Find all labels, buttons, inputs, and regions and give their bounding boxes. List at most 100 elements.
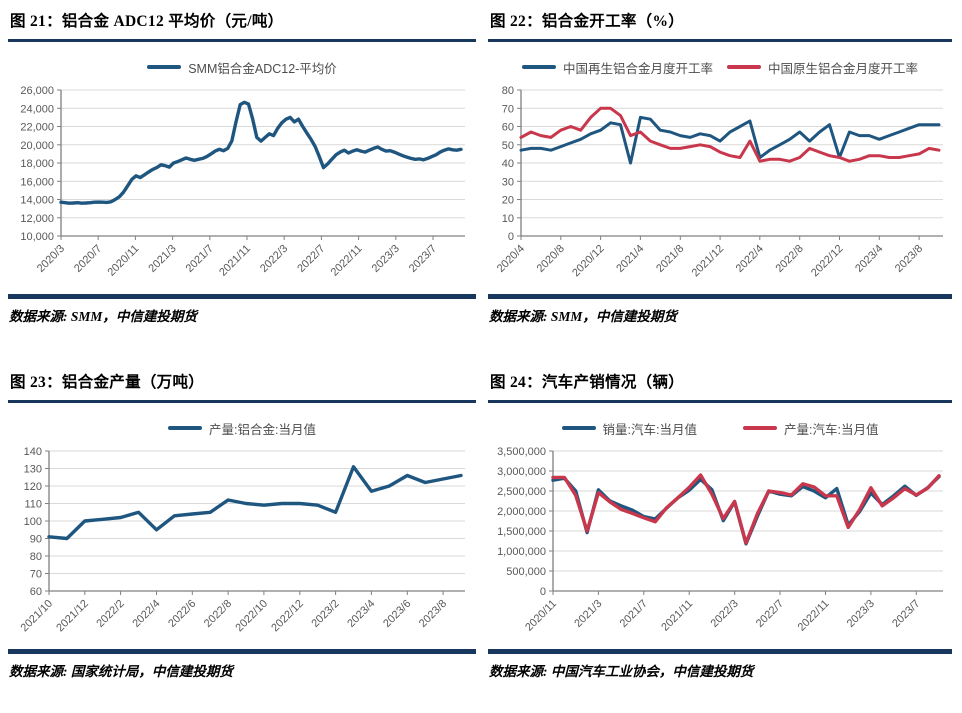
svg-text:2023/2: 2023/2 [309, 598, 341, 630]
legend-item: 产量:铝合金:当月值 [168, 419, 316, 438]
panel-bottom-rule [8, 649, 476, 654]
svg-text:2021/4: 2021/4 [614, 243, 646, 275]
auto-production-sales-line-chart: 0 500,000 1,000,000 1,500,000 2,000,000 2,500… [488, 445, 952, 647]
svg-text:18,000: 18,000 [20, 158, 54, 170]
svg-text:2023/4: 2023/4 [345, 598, 377, 630]
legend-label: 中国再生铝合金月度开工率 [562, 61, 713, 76]
svg-text:10,000: 10,000 [20, 231, 54, 243]
legend-item: 销量:汽车:当月值 [561, 419, 697, 438]
svg-text:2022/6: 2022/6 [166, 598, 198, 630]
svg-text:2022/2: 2022/2 [94, 598, 126, 630]
fig22-data-source: 数据来源: SMM，中信建投期货 [489, 309, 677, 324]
svg-text:1,000,000: 1,000,000 [497, 546, 546, 558]
fig24-title: 图 24：汽车产销情况（辆） [488, 365, 952, 403]
svg-text:12,000: 12,000 [20, 213, 54, 225]
svg-text:0: 0 [540, 586, 546, 598]
svg-text:26,000: 26,000 [20, 85, 54, 97]
panel-fig23: 图 23：铝合金产量（万吨） 产量:铝合金:当月值 60 70 80 90 100 110… [8, 365, 476, 680]
svg-text:2022/12: 2022/12 [269, 598, 306, 635]
blue-line-swatch [168, 426, 203, 430]
fig24-data-source: 数据来源: 中国汽车工业协会，中信建投期货 [489, 664, 754, 679]
svg-text:2020/4: 2020/4 [495, 243, 527, 275]
svg-text:130: 130 [24, 464, 42, 476]
svg-text:140: 140 [24, 446, 42, 458]
svg-text:2022/8: 2022/8 [202, 598, 234, 630]
fig23-title: 图 23：铝合金产量（万吨） [8, 365, 476, 403]
svg-text:2023/7: 2023/7 [407, 243, 439, 275]
svg-text:2021/7: 2021/7 [618, 598, 650, 630]
fig22-legend: 中国再生铝合金月度开工率 中国原生铝合金月度开工率 [488, 58, 952, 76]
svg-text:2020/8: 2020/8 [535, 243, 567, 275]
svg-text:2023/8: 2023/8 [893, 243, 925, 275]
svg-text:2022/12: 2022/12 [809, 243, 846, 280]
svg-text:2021/3: 2021/3 [146, 243, 178, 275]
svg-text:20: 20 [502, 195, 514, 207]
svg-text:500,000: 500,000 [506, 566, 546, 578]
svg-text:3,500,000: 3,500,000 [497, 446, 546, 458]
svg-text:2022/11: 2022/11 [329, 243, 365, 279]
svg-text:2023/3: 2023/3 [370, 243, 402, 275]
svg-text:2022/8: 2022/8 [774, 243, 806, 275]
svg-text:2023/3: 2023/3 [845, 598, 877, 630]
svg-text:30: 30 [502, 176, 514, 188]
chart-svg: 0 500,000 1,000,000 1,500,000 2,000,000 2,500… [497, 446, 943, 634]
svg-text:2020/11: 2020/11 [105, 243, 141, 279]
operating-rate-line-chart: 0 10 20 30 40 50 60 70 80 2020/4 2020/8 2020/12 2021… [488, 84, 952, 292]
svg-text:70: 70 [502, 103, 514, 115]
chart-grid: 图 21：铝合金 ADC12 平均价（元/吨） SMM铝合金ADC12-平均价 … [8, 4, 952, 680]
panel-fig21: 图 21：铝合金 ADC12 平均价（元/吨） SMM铝合金ADC12-平均价 … [8, 4, 476, 325]
svg-text:24,000: 24,000 [20, 103, 54, 115]
svg-text:2021/11: 2021/11 [217, 243, 253, 279]
blue-line-swatch [561, 426, 596, 430]
svg-text:2,000,000: 2,000,000 [497, 506, 546, 518]
svg-text:100: 100 [24, 516, 42, 528]
svg-text:14,000: 14,000 [20, 195, 54, 207]
svg-text:2021/3: 2021/3 [572, 598, 604, 630]
svg-text:2022/10: 2022/10 [233, 598, 270, 635]
alloy-output-line-chart: 60 70 80 90 100 110 120 130 140 2021/10 2021/12 202… [8, 445, 476, 647]
panel-bottom-rule [8, 294, 476, 299]
svg-text:60: 60 [30, 586, 42, 598]
legend-label: 产量:铝合金:当月值 [209, 422, 316, 437]
svg-text:20,000: 20,000 [20, 140, 54, 152]
svg-text:2020/3: 2020/3 [35, 243, 67, 275]
fig21-data-source: 数据来源: SMM，中信建投期货 [9, 309, 197, 324]
panel-bottom-rule [488, 649, 952, 654]
legend-item: 产量:汽车:当月值 [743, 419, 878, 438]
svg-text:2022/11: 2022/11 [796, 598, 832, 634]
svg-text:2022/7: 2022/7 [295, 243, 327, 275]
svg-text:2021/7: 2021/7 [184, 243, 216, 275]
svg-text:2023/4: 2023/4 [853, 243, 885, 275]
blue-line-swatch [521, 65, 556, 69]
panel-fig22: 图 22：铝合金开工率（%） 中国再生铝合金月度开工率 中国原生铝合金月度开工率… [488, 4, 952, 325]
svg-text:90: 90 [30, 534, 42, 546]
svg-text:2021/12: 2021/12 [690, 243, 727, 280]
svg-text:2021/8: 2021/8 [654, 243, 686, 275]
svg-text:80: 80 [30, 551, 42, 563]
svg-text:2020/11: 2020/11 [523, 598, 559, 634]
blue-line-swatch [147, 65, 182, 69]
svg-text:16,000: 16,000 [20, 176, 54, 188]
svg-text:10: 10 [502, 213, 514, 225]
panel-fig24: 图 24：汽车产销情况（辆） 销量:汽车:当月值 产量:汽车:当月值 0 500,… [488, 365, 952, 680]
fig22-title: 图 22：铝合金开工率（%） [488, 4, 952, 42]
svg-text:2021/12: 2021/12 [54, 598, 91, 635]
svg-text:50: 50 [502, 140, 514, 152]
svg-text:2022/7: 2022/7 [754, 598, 786, 630]
legend-item: 中国再生铝合金月度开工率 [521, 58, 713, 77]
adc12-price-line-chart: 10,000 12,000 14,000 16,000 18,000 20,000 22,0… [8, 84, 476, 292]
svg-text:2020/12: 2020/12 [570, 243, 607, 280]
red-line-swatch [727, 65, 761, 69]
svg-text:2023/6: 2023/6 [381, 598, 413, 630]
svg-text:80: 80 [502, 85, 514, 97]
legend-item: 中国原生铝合金月度开工率 [727, 58, 918, 77]
svg-text:22,000: 22,000 [20, 122, 54, 134]
fig24-legend: 销量:汽车:当月值 产量:汽车:当月值 [488, 419, 952, 437]
svg-text:1,500,000: 1,500,000 [497, 526, 546, 538]
svg-text:2020/7: 2020/7 [72, 243, 104, 275]
svg-text:2022/4: 2022/4 [130, 598, 162, 630]
legend-label: 中国原生铝合金月度开工率 [768, 61, 919, 76]
svg-text:0: 0 [508, 231, 514, 243]
svg-text:2023/8: 2023/8 [417, 598, 449, 630]
